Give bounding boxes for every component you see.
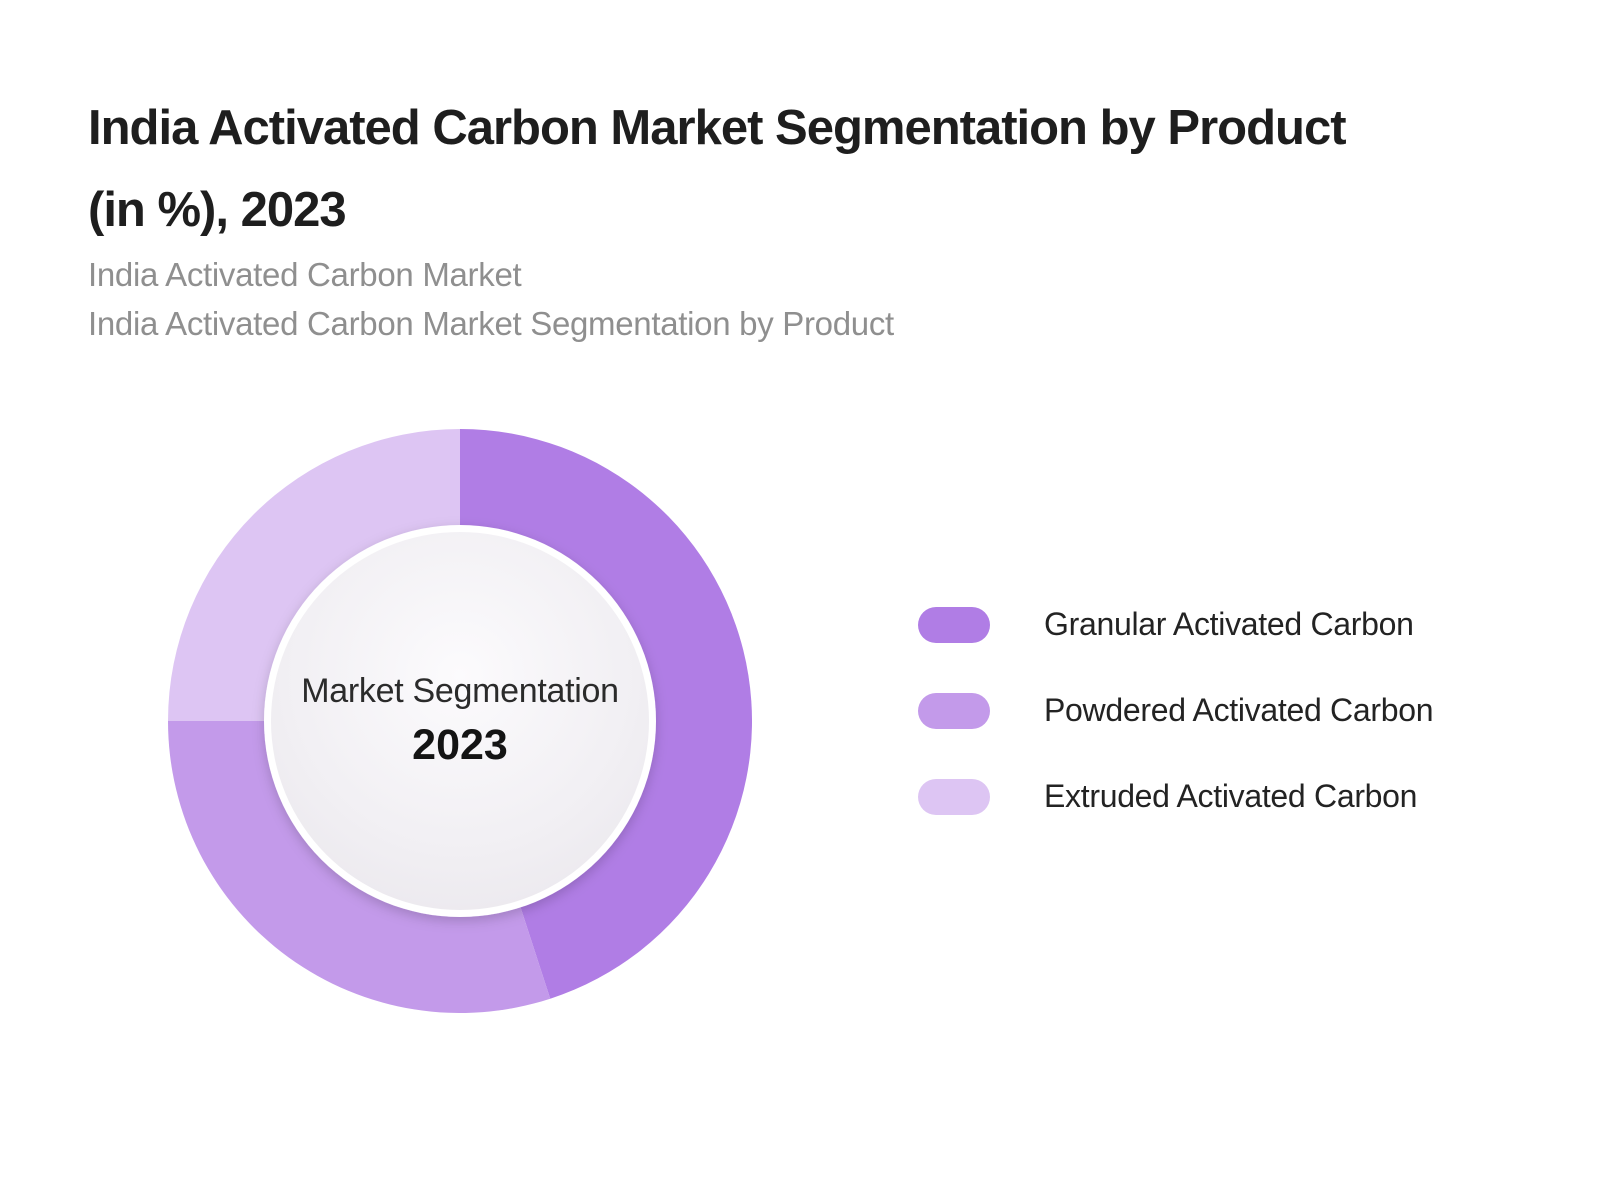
legend-item-granular: Granular Activated Carbon: [918, 606, 1433, 643]
legend-swatch-powdered: [918, 692, 990, 729]
legend-swatch-granular: [918, 606, 990, 643]
chart-subtitle: India Activated Carbon Market India Acti…: [88, 250, 1288, 348]
donut-chart: Market Segmentation 2023: [168, 429, 752, 1013]
chart-title: India Activated Carbon Market Segmentati…: [88, 87, 1528, 251]
chart-subtitle-line-1: India Activated Carbon Market: [88, 256, 522, 293]
chart-title-line-2: (in %), 2023: [88, 182, 347, 237]
chart-subtitle-line-2: India Activated Carbon Market Segmentati…: [88, 305, 894, 342]
legend-item-extruded: Extruded Activated Carbon: [918, 778, 1433, 815]
chart-title-line-1: India Activated Carbon Market Segmentati…: [88, 100, 1347, 155]
legend-label-powdered: Powdered Activated Carbon: [1044, 692, 1434, 728]
legend: Granular Activated Carbon Powdered Activ…: [918, 606, 1434, 815]
donut-svg: [168, 429, 752, 1013]
legend-item-powdered: Powdered Activated Carbon: [918, 692, 1434, 729]
legend-swatch-extruded: [918, 778, 990, 815]
legend-label-granular: Granular Activated Carbon: [1044, 606, 1414, 642]
legend-label-extruded: Extruded Activated Carbon: [1044, 778, 1418, 814]
donut-inner-circle: [271, 532, 649, 910]
